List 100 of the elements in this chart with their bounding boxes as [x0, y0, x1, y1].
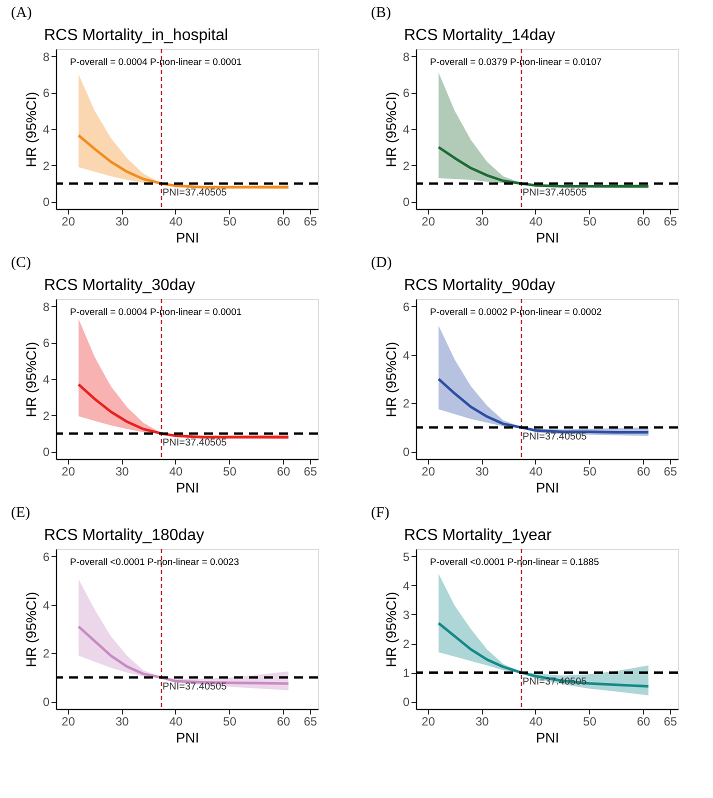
y-axis-title: HR (95%CI) — [22, 92, 39, 168]
line-series — [77, 383, 290, 438]
line-series — [437, 146, 650, 188]
y-tick-label: 0 — [402, 195, 410, 210]
x-tick-label: 40 — [529, 214, 543, 228]
x-tick-label: 65 — [664, 464, 678, 478]
line-series — [77, 134, 290, 188]
x-tick-label: 50 — [223, 464, 237, 478]
x-tick-label: 20 — [422, 464, 436, 478]
annotation: P-overall <0.0001 P-non-linear = 0.1885 — [430, 557, 600, 568]
y-tick-label: 4 — [402, 348, 410, 362]
text: (D) — [371, 255, 392, 271]
annotation: P-overall <0.0001 P-non-linear = 0.0023 — [70, 557, 240, 568]
x-tick-label: 65 — [304, 464, 318, 478]
y-tick-label: 8 — [402, 50, 410, 64]
y-tick-label: 0 — [402, 445, 410, 460]
ref-line-label: PNI=37.40505 — [162, 188, 228, 199]
x-tick-label: 20 — [62, 714, 76, 728]
y-tick-label: 2 — [402, 637, 410, 652]
x-tick-label: 60 — [276, 714, 291, 728]
y-tick-label: 3 — [402, 608, 410, 622]
x-axis-title: PNI — [176, 480, 200, 496]
x-tick-label: 65 — [664, 714, 678, 728]
y-tick-label: 1 — [402, 666, 410, 680]
x-axis-title: PNI — [536, 730, 560, 746]
x-tick-label: 65 — [304, 714, 318, 728]
annotation: P-overall = 0.0379 P-non-linear = 0.0107 — [430, 57, 602, 68]
x-tick-label: 30 — [475, 714, 490, 728]
x-tick-label: 40 — [169, 464, 183, 478]
x-tick-label: 20 — [62, 214, 76, 228]
x-tick-label: 40 — [169, 714, 183, 728]
ref-line-label: PNI=37.40505 — [522, 188, 588, 199]
annotation: P-overall = 0.0004 P-non-linear = 0.0001 — [70, 307, 242, 318]
y-tick-label: 6 — [42, 550, 50, 564]
x-tick-label: 60 — [636, 714, 651, 728]
y-axis-title: HR (95%CI) — [22, 342, 39, 418]
x-tick-label: 50 — [223, 214, 237, 228]
y-tick-label: 4 — [402, 578, 410, 593]
y-tick-label: 4 — [42, 598, 50, 612]
y-tick-label: 0 — [42, 445, 50, 460]
y-tick-label: 2 — [42, 646, 50, 661]
x-tick-label: 30 — [115, 464, 130, 478]
y-tick-label: 6 — [402, 86, 410, 100]
line-series — [437, 622, 650, 688]
text: (B) — [371, 5, 391, 21]
y-tick-label: 4 — [42, 372, 50, 386]
y-tick-label: 6 — [402, 300, 410, 314]
y-tick-label: 0 — [402, 695, 410, 710]
x-axis-title: PNI — [176, 730, 200, 746]
ref-line-label: PNI=37.40505 — [522, 431, 588, 442]
y-axis-title: HR (95%CI) — [382, 92, 399, 168]
x-tick-label: 60 — [636, 464, 651, 478]
ref-line-label: PNI=37.40505 — [162, 681, 228, 692]
chart-title: RCS Mortality_1year — [404, 527, 552, 544]
x-tick-label: 40 — [529, 464, 543, 478]
chart-title: RCS Mortality_14day — [404, 27, 556, 44]
x-tick-label: 30 — [115, 214, 130, 228]
text: (A) — [11, 5, 32, 21]
y-tick-label: 2 — [42, 158, 50, 173]
x-tick-label: 20 — [422, 214, 436, 228]
y-tick-label: 2 — [402, 396, 410, 411]
y-tick-label: 5 — [402, 550, 410, 564]
annotation: P-overall = 0.0002 P-non-linear = 0.0002 — [430, 307, 602, 318]
x-tick-label: 30 — [475, 214, 490, 228]
x-tick-label: 65 — [304, 214, 318, 228]
x-tick-label: 50 — [223, 714, 237, 728]
y-tick-label: 8 — [42, 300, 50, 314]
y-tick-label: 8 — [42, 50, 50, 64]
x-axis-title: PNI — [536, 480, 560, 496]
y-axis-title: HR (95%CI) — [382, 342, 399, 418]
y-tick-label: 4 — [402, 122, 410, 136]
text: (E) — [11, 505, 30, 521]
y-tick-label: 2 — [42, 408, 50, 423]
y-tick-label: 4 — [42, 122, 50, 136]
y-tick-label: 0 — [42, 695, 50, 710]
x-tick-label: 60 — [276, 464, 291, 478]
chart-title: RCS Mortality_in_hospital — [44, 27, 228, 44]
x-tick-label: 65 — [664, 214, 678, 228]
x-axis-title: PNI — [536, 230, 560, 246]
x-tick-label: 50 — [583, 714, 597, 728]
x-axis-title: PNI — [176, 230, 200, 246]
y-axis-title: HR (95%CI) — [22, 592, 39, 668]
chart-title: RCS Mortality_90day — [404, 277, 556, 294]
line-series — [437, 378, 650, 434]
ref-line-label: PNI=37.40505 — [162, 438, 228, 449]
y-tick-label: 6 — [42, 86, 50, 100]
x-tick-label: 40 — [169, 214, 183, 228]
x-tick-label: 50 — [583, 214, 597, 228]
x-tick-label: 40 — [529, 714, 543, 728]
chart-title: RCS Mortality_180day — [44, 527, 204, 544]
x-tick-label: 20 — [422, 714, 436, 728]
y-tick-label: 0 — [42, 195, 50, 210]
x-tick-label: 60 — [636, 214, 651, 228]
x-tick-label: 30 — [115, 714, 130, 728]
x-tick-label: 20 — [62, 464, 76, 478]
chart-title: RCS Mortality_30day — [44, 277, 196, 294]
text: (F) — [371, 505, 390, 521]
annotation: P-overall = 0.0004 P-non-linear = 0.0001 — [70, 57, 242, 68]
x-tick-label: 30 — [475, 464, 490, 478]
y-axis-title: HR (95%CI) — [382, 592, 399, 668]
